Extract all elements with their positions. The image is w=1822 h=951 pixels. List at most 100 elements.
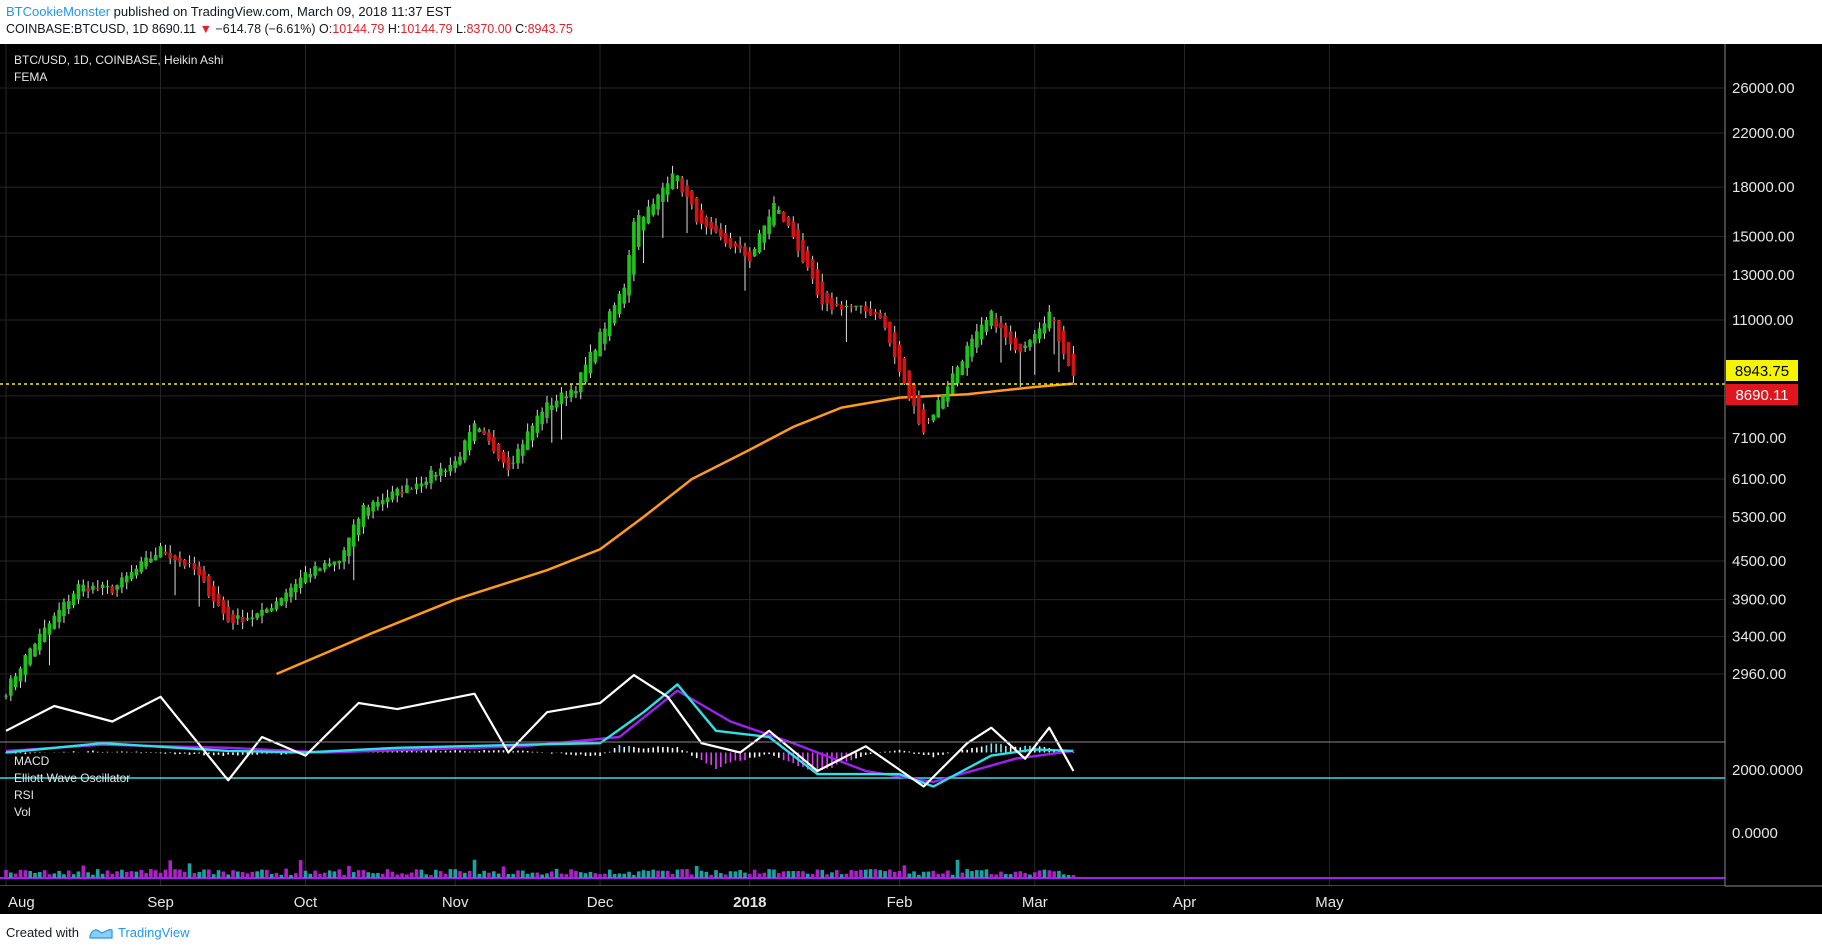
tradingview-brand-link[interactable]: TradingView	[118, 925, 190, 940]
candle-body	[1047, 311, 1052, 329]
author-link[interactable]: BTCookieMonster	[6, 4, 111, 19]
candle-body	[158, 546, 163, 558]
volume-bar	[931, 870, 936, 878]
fema-line	[276, 382, 1074, 676]
price-tick-label: 13000.00	[1732, 267, 1795, 284]
legend-fema[interactable]: FEMA	[14, 70, 47, 84]
volume-bar	[723, 874, 728, 878]
time-axis[interactable]	[0, 886, 1725, 914]
candle-body	[545, 402, 549, 418]
candle-body	[192, 563, 197, 570]
candle-body	[231, 614, 235, 624]
volume-bar	[752, 869, 757, 878]
candle-body	[549, 405, 554, 411]
candle-body	[168, 552, 173, 559]
time-tick-label: Mar	[1022, 894, 1048, 911]
oscillator-axis-labels: 2000.0000 0.0000	[1732, 762, 1803, 842]
volume-bar	[815, 869, 820, 878]
candle-body	[57, 609, 61, 623]
volume-bar	[781, 871, 786, 878]
legend-macd[interactable]: MACD	[14, 754, 50, 768]
candle-body	[511, 462, 515, 464]
candle-body	[767, 216, 771, 234]
candle-body	[772, 203, 776, 226]
volume-bar	[303, 870, 308, 878]
price-tick-label: 6100.00	[1732, 471, 1786, 488]
candle-body	[709, 221, 713, 229]
volume-bar	[709, 874, 713, 878]
volume-bar	[250, 871, 255, 878]
volume-bar	[661, 870, 665, 878]
candle-body	[907, 370, 912, 399]
volume-bar	[733, 871, 738, 878]
candle-body	[289, 587, 293, 598]
volume-bar	[897, 870, 902, 878]
volume-bar	[984, 869, 989, 878]
publish-line: BTCookieMonster published on TradingView…	[6, 4, 451, 19]
price-axis[interactable]	[1725, 44, 1822, 914]
volume-bar	[907, 873, 912, 878]
candle-body	[574, 391, 578, 394]
candle-body	[863, 305, 868, 312]
legend-rsi[interactable]: RSI	[14, 788, 34, 802]
volume-bar	[245, 873, 250, 878]
candle-body	[424, 481, 429, 485]
macd-line	[5, 683, 1074, 788]
volume-bar	[376, 872, 380, 878]
candle-body	[777, 210, 781, 214]
candle-body	[100, 584, 105, 589]
candle-body	[216, 593, 221, 607]
candle-body	[815, 269, 820, 295]
volume-bar	[453, 869, 457, 878]
volume-bar	[844, 873, 849, 878]
candle-body	[9, 678, 13, 696]
candle-body	[975, 331, 979, 348]
volume-bar	[549, 871, 554, 878]
legend-vol[interactable]: Vol	[14, 805, 31, 819]
volume-bar	[351, 872, 356, 878]
candle-body	[303, 572, 308, 583]
volume-bar	[675, 869, 680, 878]
candle-body	[1061, 330, 1066, 355]
volume-bar	[839, 874, 844, 878]
candle-body	[294, 583, 298, 593]
candle-body	[530, 425, 535, 441]
volume-bar	[535, 872, 540, 878]
volume-bar	[57, 870, 61, 878]
chart-canvas[interactable]: 26000.00 22000.00 18000.00 15000.00 13000.00…	[0, 44, 1822, 914]
published-text: published on TradingView.com, March 09, …	[113, 4, 452, 19]
volume-bar	[690, 874, 694, 878]
candle-body	[661, 187, 665, 202]
candle-body	[496, 443, 501, 460]
candle-body	[274, 601, 279, 610]
volume-bar	[714, 870, 718, 878]
candle-body	[47, 623, 52, 635]
candle-body	[699, 209, 704, 224]
candle-body	[284, 592, 288, 602]
tradingview-logo-icon[interactable]	[88, 924, 114, 940]
volume-bar	[419, 869, 424, 878]
candle-body	[719, 228, 723, 237]
legend-elliott-wave[interactable]: Elliott Wave Oscillator	[14, 771, 130, 785]
candle-body	[781, 211, 786, 222]
volume-bar	[617, 873, 622, 878]
volume-bar	[33, 872, 37, 878]
candle-body	[173, 555, 177, 561]
candle-body	[438, 468, 443, 476]
low-label: L:	[456, 22, 467, 36]
price-tick-label: 4500.00	[1732, 553, 1786, 570]
volume-bar	[719, 873, 723, 878]
volume-bar	[385, 869, 390, 878]
candle-body	[240, 616, 245, 623]
volume-bar	[960, 872, 965, 878]
candle-body	[554, 400, 559, 408]
candle-body	[434, 474, 438, 477]
volume-bar	[607, 869, 612, 878]
candle-body	[950, 373, 955, 394]
candle-body	[617, 293, 622, 314]
volume-bar	[946, 870, 950, 878]
volume-bar	[965, 869, 969, 878]
candle-body	[163, 551, 168, 554]
candle-body	[91, 585, 95, 590]
volume-bar	[192, 873, 197, 878]
